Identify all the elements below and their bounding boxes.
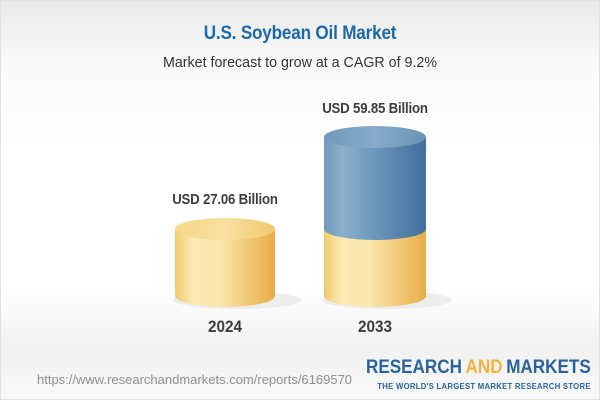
research-and-markets-logo: RESEARCH AND MARKETS THE WORLD'S LARGEST M…: [366, 357, 591, 391]
bar-2024-top: [175, 218, 275, 240]
logo-wordmark: RESEARCH AND MARKETS: [366, 357, 591, 379]
bar-2033-base-segment: [324, 229, 426, 307]
source-url: https://www.researchandmarkets.com/repor…: [37, 372, 353, 387]
axis-label-2033: 2033: [357, 317, 393, 336]
value-label-2024: USD 27.06 Billion: [172, 191, 278, 208]
page-title: U.S. Soybean Oil Market: [203, 23, 397, 44]
logo-word-research: RESEARCH: [366, 357, 463, 378]
axis-label-2024: 2024: [207, 317, 243, 336]
logo-tagline: THE WORLD'S LARGEST MARKET RESEARCH STOR…: [377, 380, 591, 391]
bar-2024-body: [175, 229, 275, 307]
logo-word-markets: MARKETS: [506, 357, 591, 378]
bar-2033-top: [324, 126, 426, 148]
logo-word-and: AND: [465, 357, 503, 378]
bar-2033-growth-segment: [324, 137, 426, 240]
value-label-2033: USD 59.85 Billion: [322, 100, 428, 117]
page-subtitle: Market forecast to grow at a CAGR of 9.2…: [162, 54, 438, 71]
